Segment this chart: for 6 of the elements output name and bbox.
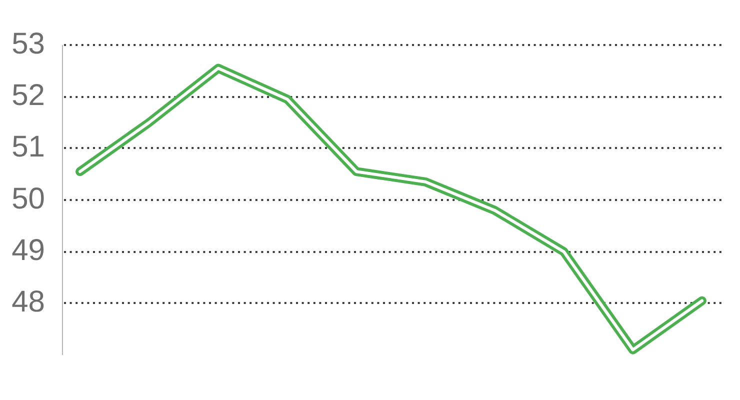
- y-tick-label: 50: [12, 182, 45, 216]
- y-tick-label: 53: [12, 27, 45, 60]
- y-tick-label: 49: [12, 234, 45, 267]
- y-tick-label: 52: [12, 78, 45, 112]
- y-tick-label: 48: [12, 286, 45, 319]
- y-tick-label: 51: [12, 130, 45, 164]
